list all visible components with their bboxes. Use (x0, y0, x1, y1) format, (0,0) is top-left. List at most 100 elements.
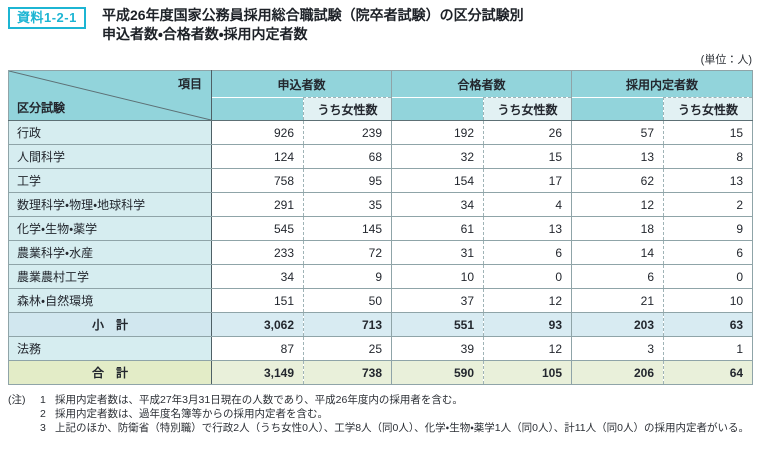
cell-offers: 3 (571, 336, 664, 361)
cell-offers: 13 (571, 144, 664, 169)
cell-applicants: 291 (211, 192, 304, 217)
cell-offers-female: 64 (663, 360, 754, 385)
column-header-applicants: 申込者数 (210, 70, 393, 98)
footnote-text: 採用内定者数は、過年度名簿等からの採用内定者を含む。 (55, 408, 328, 420)
column-header-passers: 合格者数 (391, 70, 573, 98)
cell-applicants-female: 713 (302, 312, 393, 337)
cell-applicants: 34 (211, 264, 304, 289)
table-row: 工学 758 95 154 17 62 13 (8, 168, 754, 193)
table-row: 数理科学・物理・地球科学 291 35 34 4 12 2 (8, 192, 754, 217)
footnote-item: (注) 1 採用内定者数は、平成27年3月31日現在の人数であり、平成26年度内… (8, 393, 754, 407)
cell-offers-female: 8 (663, 144, 754, 169)
footnote-item: 3 上記のほか、防衛省（特別職）で行政2人（うち女性0人）、工学8人（同0人）、… (8, 421, 754, 435)
row-label: 農業農村工学 (8, 264, 212, 289)
cell-passers: 32 (391, 144, 484, 169)
table-row: 農業農村工学 34 9 10 0 6 0 (8, 264, 754, 289)
cell-passers-female: 0 (483, 264, 573, 289)
cell-passers: 590 (391, 360, 484, 385)
row-label: 農業科学・水産 (8, 240, 212, 265)
footnote-number: 3 (40, 422, 46, 434)
column-header-offers: 採用内定者数 (571, 70, 754, 98)
page-title: 平成26年度国家公務員採用総合職試験（院卒者試験）の区分試験別 申込者数・合格者… (102, 6, 524, 44)
table-row-subtotal: 小 計 3,062 713 551 93 203 63 (8, 312, 754, 337)
cell-passers: 10 (391, 264, 484, 289)
row-label: 小 計 (8, 312, 212, 337)
diagonal-divider-line (9, 71, 211, 120)
cell-offers: 6 (571, 264, 664, 289)
footnote-text: 上記のほか、防衛省（特別職）で行政2人（うち女性0人）、工学8人（同0人）、化学… (55, 422, 749, 434)
subheader-passers-female: うち女性数 (483, 97, 573, 121)
corner-category-label: 区分試験 (17, 101, 66, 115)
cell-passers: 154 (391, 168, 484, 193)
row-label: 化学・生物・薬学 (8, 216, 212, 241)
cell-applicants-female: 239 (302, 120, 393, 145)
cell-passers-female: 12 (483, 336, 573, 361)
cell-applicants-female: 68 (302, 144, 393, 169)
cell-passers-female: 93 (483, 312, 573, 337)
subheader-offers-female: うち女性数 (663, 97, 754, 121)
cell-passers-female: 4 (483, 192, 573, 217)
row-label: 森林・自然環境 (8, 288, 212, 313)
page-title-line1: 平成26年度国家公務員採用総合職試験（院卒者試験）の区分試験別 (102, 7, 524, 23)
row-label: 人間科学 (8, 144, 212, 169)
statistics-table: 項目 区分試験 申込者数 合格者数 採用内定者数 うち女性数 うち女性数 うち女… (8, 70, 754, 385)
cell-offers-female: 63 (663, 312, 754, 337)
cell-offers-female: 6 (663, 240, 754, 265)
footnote-number: 1 (40, 394, 46, 406)
cell-applicants: 3,062 (211, 312, 304, 337)
cell-applicants-female: 738 (302, 360, 393, 385)
cell-passers-female: 26 (483, 120, 573, 145)
cell-applicants: 3,149 (211, 360, 304, 385)
cell-applicants-female: 95 (302, 168, 393, 193)
cell-offers-female: 2 (663, 192, 754, 217)
corner-item-label: 項目 (177, 77, 202, 91)
cell-passers: 39 (391, 336, 484, 361)
cell-offers: 12 (571, 192, 664, 217)
unit-note: (単位：人) (700, 54, 752, 66)
cell-passers: 37 (391, 288, 484, 313)
footnote-marker: (注) (8, 394, 26, 406)
cell-passers: 61 (391, 216, 484, 241)
cell-offers-female: 0 (663, 264, 754, 289)
cell-applicants: 545 (211, 216, 304, 241)
table-row: 法務 87 25 39 12 3 1 (8, 336, 754, 361)
cell-applicants: 124 (211, 144, 304, 169)
cell-offers: 62 (571, 168, 664, 193)
cell-offers: 206 (571, 360, 664, 385)
cell-applicants-female: 50 (302, 288, 393, 313)
cell-offers: 21 (571, 288, 664, 313)
cell-passers: 31 (391, 240, 484, 265)
cell-passers: 34 (391, 192, 484, 217)
footnote-number: 2 (40, 408, 46, 420)
cell-offers: 57 (571, 120, 664, 145)
footnotes: (注) 1 採用内定者数は、平成27年3月31日現在の人数であり、平成26年度内… (8, 393, 754, 435)
cell-applicants: 151 (211, 288, 304, 313)
table-row: 化学・生物・薬学 545 145 61 13 18 9 (8, 216, 754, 241)
table-corner-cell: 項目 区分試験 (8, 70, 212, 121)
table-row: 農業科学・水産 233 72 31 6 14 6 (8, 240, 754, 265)
cell-offers: 14 (571, 240, 664, 265)
header-spacer (211, 97, 304, 121)
cell-applicants: 87 (211, 336, 304, 361)
row-label: 法務 (8, 336, 212, 361)
table-row-total: 合 計 3,149 738 590 105 206 64 (8, 360, 754, 385)
footnote-item: 2 採用内定者数は、過年度名簿等からの採用内定者を含む。 (8, 407, 754, 421)
cell-passers: 192 (391, 120, 484, 145)
cell-offers-female: 15 (663, 120, 754, 145)
subheader-applicants-female: うち女性数 (302, 97, 393, 121)
header-spacer (391, 97, 484, 121)
table-row: 行政 926 239 192 26 57 15 (8, 120, 754, 145)
cell-offers: 203 (571, 312, 664, 337)
cell-offers-female: 13 (663, 168, 754, 193)
statistics-table-wrap: 項目 区分試験 申込者数 合格者数 採用内定者数 うち女性数 うち女性数 うち女… (8, 70, 754, 385)
row-label: 工学 (8, 168, 212, 193)
row-label: 数理科学・物理・地球科学 (8, 192, 212, 217)
row-label: 合 計 (8, 360, 212, 385)
figure-badge: 資料1-2-1 (8, 7, 86, 29)
cell-passers-female: 13 (483, 216, 573, 241)
cell-passers-female: 12 (483, 288, 573, 313)
cell-applicants: 233 (211, 240, 304, 265)
page-title-line2: 申込者数・合格者数・採用内定者数 (102, 26, 308, 42)
footnote-text: 採用内定者数は、平成27年3月31日現在の人数であり、平成26年度内の採用者を含… (55, 394, 463, 406)
